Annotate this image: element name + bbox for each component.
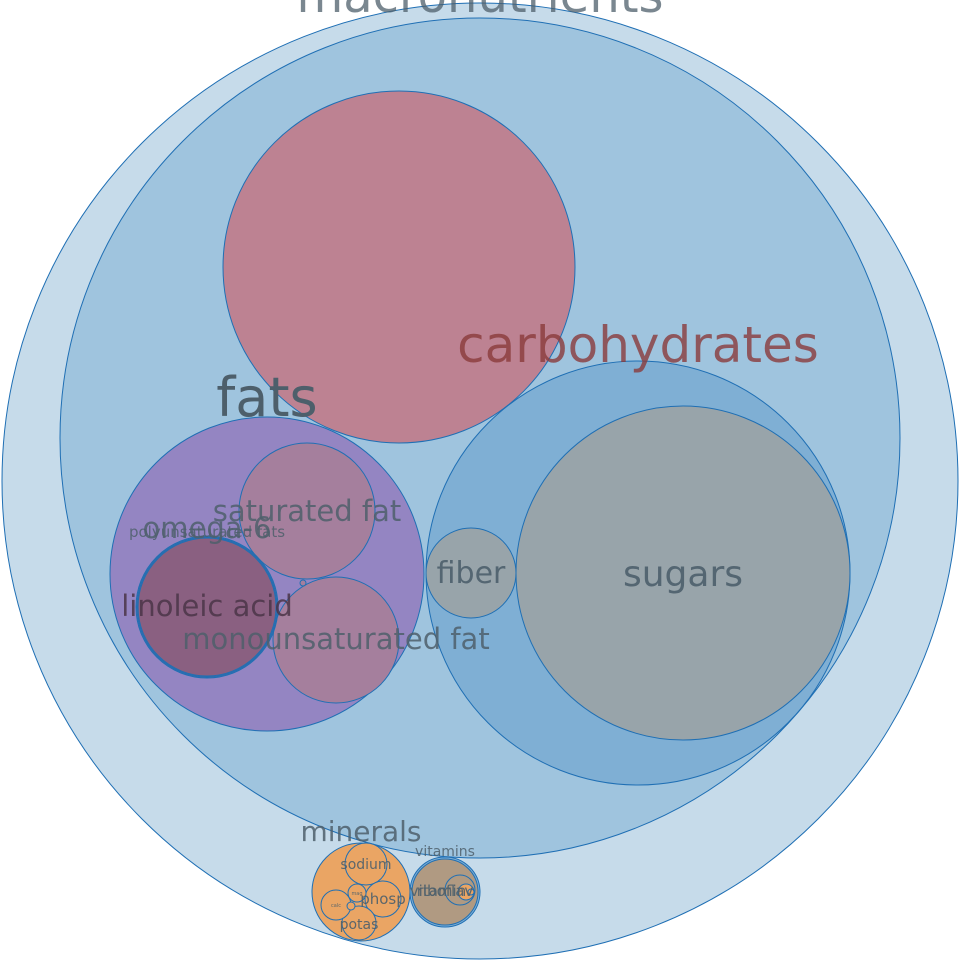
vitamin-label: vitamin (410, 882, 466, 900)
polyunsaturated-fats-label: polyunsaturated fats (129, 523, 285, 541)
fiber-label: fiber (437, 556, 506, 591)
linoleic-acid-label: linoleic acid (121, 589, 293, 623)
magnesium-circle (347, 883, 367, 903)
monounsaturated-fat-label: monounsaturated fat (182, 622, 489, 656)
sodium-label: sodium (340, 857, 391, 873)
macronutrients-label: macronutrients (296, 0, 663, 24)
saturated-fat-circle (238, 442, 376, 580)
carbohydrates-label: carbohydrates (457, 316, 819, 374)
potassium-circle (341, 905, 377, 941)
phosphorus-label: phosp (360, 890, 406, 908)
sugars-label: sugars (623, 554, 743, 595)
unlabeled-large-circle (222, 90, 576, 444)
fats-label: fats (216, 366, 317, 429)
mineral-dot-circle (346, 901, 356, 911)
saturated-fat-label: saturated fat (213, 494, 402, 528)
magnesium-label: mag (351, 891, 362, 897)
vitamin-dot-circle (467, 888, 475, 896)
phosphorus-circle (364, 880, 402, 918)
vitamins-label: vitamins (415, 844, 475, 860)
sugars-circle (515, 405, 851, 741)
calcium-label: calc (331, 903, 341, 909)
bubble-labels: macronutrients carbohydrates fats saturated… (121, 0, 819, 933)
riboflavin-label: riboflav (417, 882, 474, 900)
omega-6-label: omega-6 (143, 511, 272, 545)
monounsaturated-fat-circle (272, 576, 400, 704)
sodium-circle (344, 842, 388, 886)
potassium-label: potas (340, 917, 379, 933)
minerals-label: minerals (300, 815, 421, 848)
small-dot-circle (299, 579, 307, 587)
linoleic-acid-circle (137, 537, 277, 677)
